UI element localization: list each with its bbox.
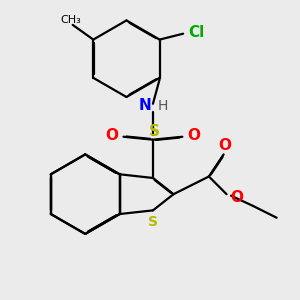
Text: Cl: Cl <box>188 25 205 40</box>
Text: O: O <box>219 138 232 153</box>
Text: H: H <box>158 99 168 113</box>
Text: O: O <box>188 128 201 143</box>
Text: CH₃: CH₃ <box>61 15 82 26</box>
Text: S: S <box>148 214 158 229</box>
Text: O: O <box>105 128 118 143</box>
Text: O: O <box>230 190 243 205</box>
Text: S: S <box>149 124 160 139</box>
Text: N: N <box>138 98 151 113</box>
